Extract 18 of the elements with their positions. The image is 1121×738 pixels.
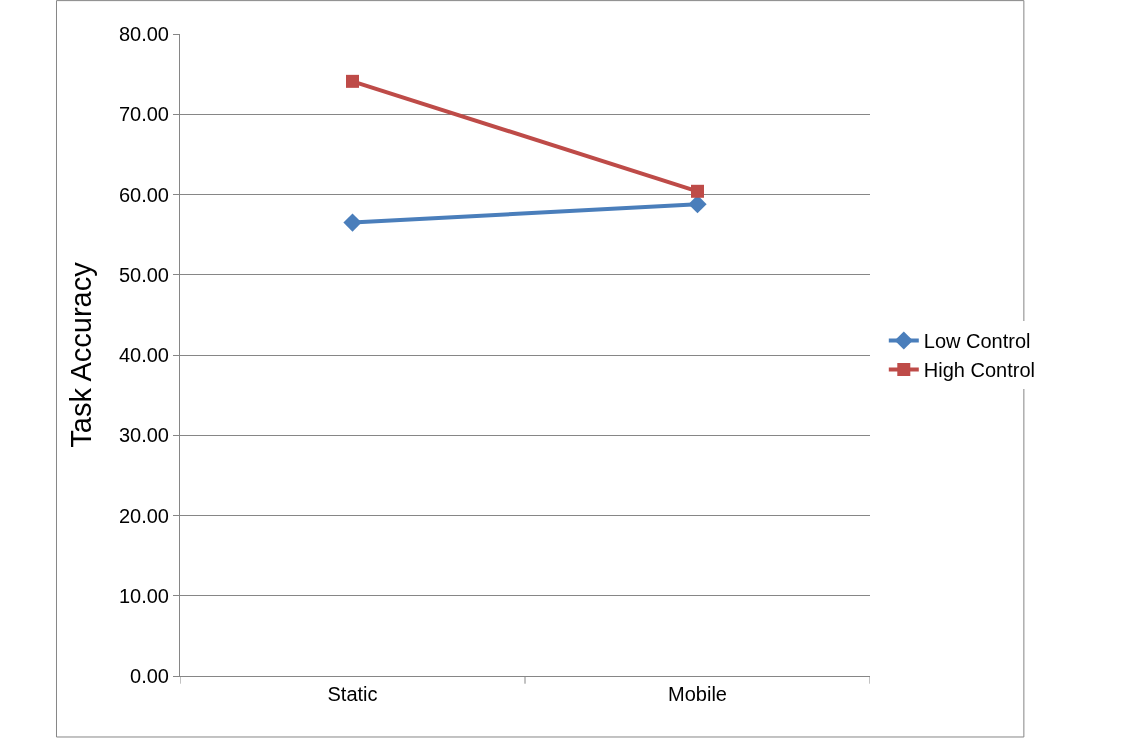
y-tick-label: 20.00 (118, 504, 169, 527)
y-tick-label: 10.00 (118, 584, 169, 607)
y-tick-label: 0.00 (130, 665, 169, 687)
y-tick-label: 70.00 (118, 103, 169, 126)
x-tick-label: Static (327, 683, 378, 705)
y-tick-label: 30.00 (118, 424, 169, 447)
legend-label: Low Control (923, 330, 1031, 353)
point (343, 213, 362, 232)
y-tick-label: 50.00 (118, 263, 169, 286)
y-tick-label: 60.00 (118, 183, 169, 206)
point (346, 74, 359, 88)
y-tick-label: 80.00 (118, 23, 169, 45)
y-axis-title: Task Accuracy (65, 261, 98, 448)
point (691, 184, 704, 198)
legend-label: High Control (923, 359, 1035, 382)
point (688, 195, 707, 214)
y-tick-label: 40.00 (118, 344, 169, 366)
x-tick-label: Mobile (668, 683, 727, 705)
